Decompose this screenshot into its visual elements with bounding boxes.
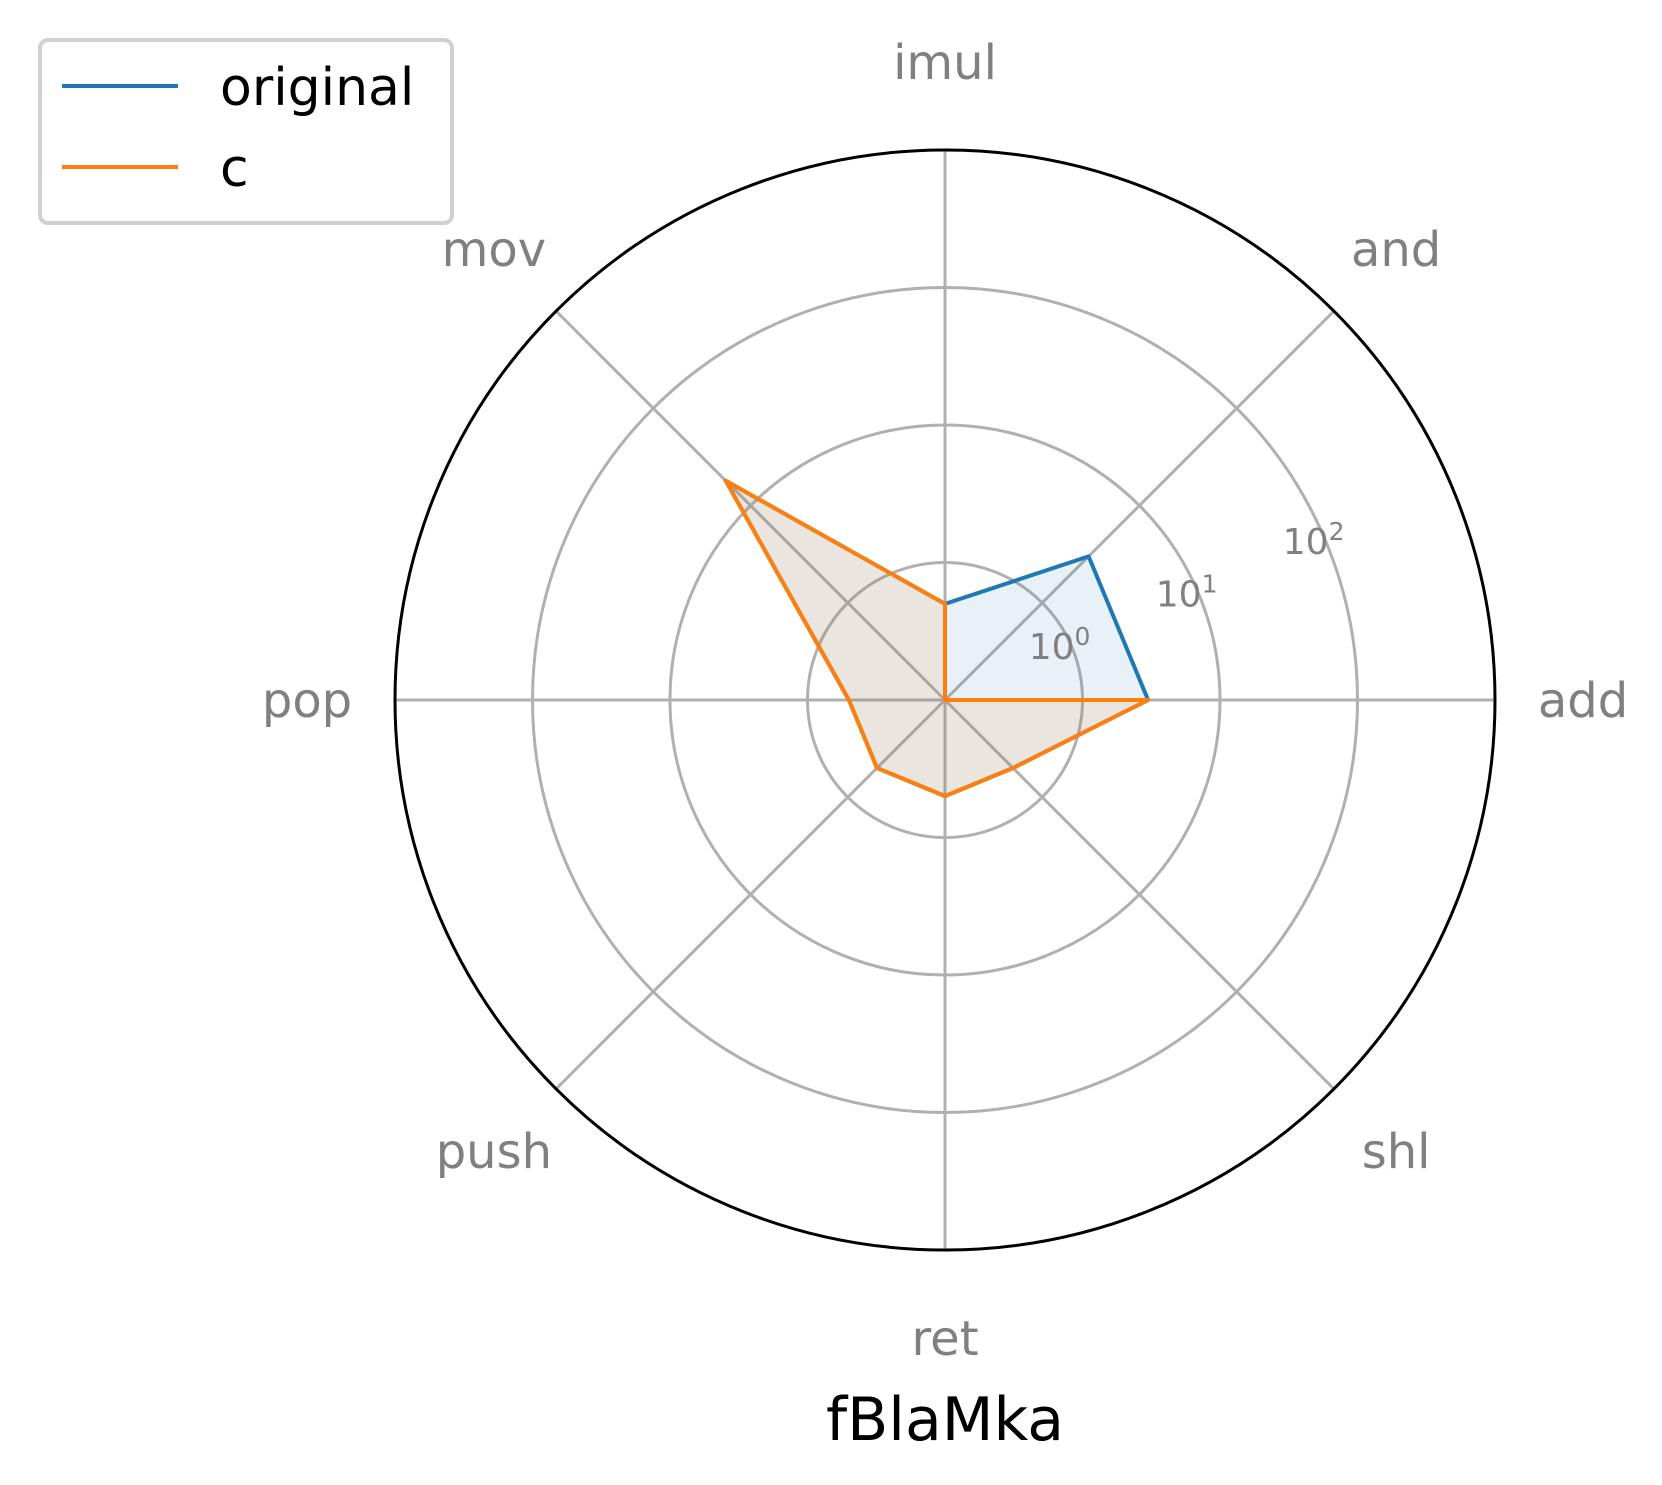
series-fill-original bbox=[725, 480, 1149, 797]
category-label-ret: ret bbox=[911, 1311, 978, 1367]
series-fill-c bbox=[725, 480, 1149, 797]
category-label-push: push bbox=[436, 1124, 552, 1180]
grid bbox=[393, 148, 1497, 1252]
category-label-shl: shl bbox=[1362, 1124, 1431, 1180]
series-layer bbox=[723, 478, 1151, 799]
radial-tick-label: 101 bbox=[1156, 569, 1218, 615]
category-labels: add and imul mov pop push ret shl bbox=[262, 35, 1628, 1367]
grid-spoke bbox=[943, 698, 1335, 1090]
category-label-add: add bbox=[1538, 673, 1628, 729]
grid-spoke bbox=[555, 310, 947, 702]
legend: original c bbox=[38, 38, 454, 225]
radial-tick-label: 102 bbox=[1283, 517, 1345, 563]
radial-tick-labels: 100 101 102 bbox=[1029, 517, 1345, 668]
grid-spoke bbox=[943, 310, 1335, 702]
category-label-pop: pop bbox=[262, 673, 352, 729]
grid-spoke bbox=[555, 698, 947, 1090]
polar-frame bbox=[393, 148, 1497, 1252]
series-line-c bbox=[723, 478, 1151, 799]
category-label-imul: imul bbox=[893, 35, 997, 91]
chart-title: fBlaMka bbox=[826, 1385, 1064, 1455]
legend-label-c: c bbox=[220, 139, 249, 199]
legend-label-original: original bbox=[220, 58, 414, 118]
category-label-mov: mov bbox=[442, 222, 547, 278]
radial-tick-label: 100 bbox=[1029, 622, 1091, 668]
category-label-and: and bbox=[1351, 222, 1441, 278]
